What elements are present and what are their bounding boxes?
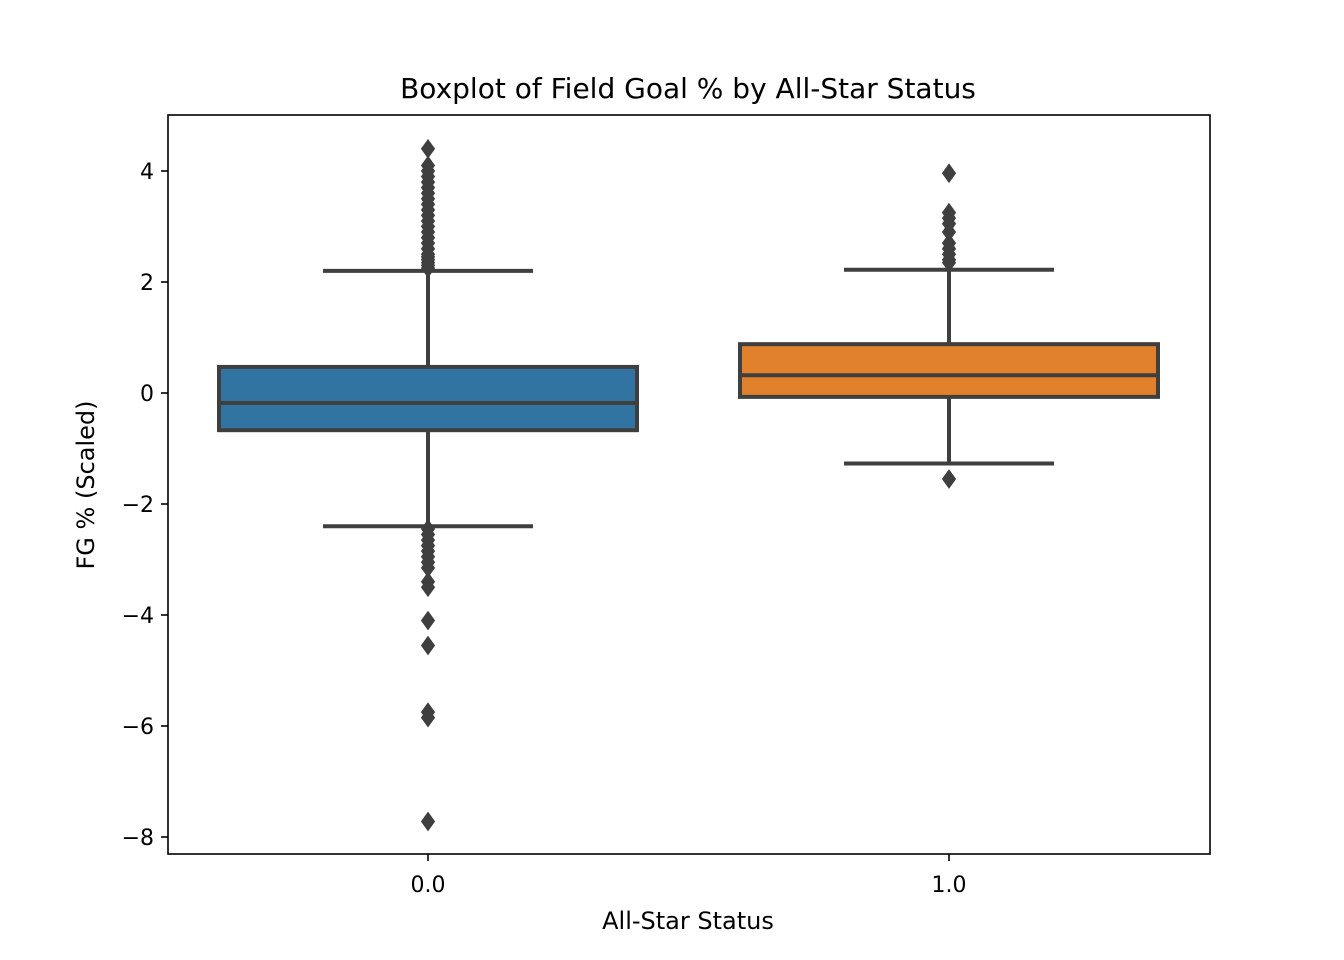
iqr-box [217, 364, 639, 433]
box-group-0 [217, 138, 639, 832]
iqr-box [738, 342, 1160, 399]
y-tick-label: −4 [122, 604, 154, 629]
plot-frame [167, 114, 1211, 855]
y-tick-label: −2 [122, 493, 154, 518]
outlier-point [420, 811, 436, 832]
y-tick-label: 4 [140, 160, 154, 185]
y-tick-label: −8 [122, 826, 154, 851]
outlier-point [420, 610, 436, 631]
outlier-point [941, 252, 957, 273]
y-axis-label: FG % (Scaled) [72, 401, 100, 570]
chart-title: Boxplot of Field Goal % by All-Star Stat… [400, 72, 976, 105]
x-tick-label: 1.0 [932, 873, 967, 898]
outlier-point [420, 707, 436, 728]
y-tick-label: −6 [122, 715, 154, 740]
y-tick-label: 0 [140, 382, 154, 407]
outlier-point [420, 258, 436, 278]
outlier-point [941, 469, 957, 489]
outlier-point [420, 635, 436, 656]
outlier-point [941, 163, 957, 184]
x-axis: 0.0 1.0 [411, 854, 967, 898]
outlier-point [420, 577, 436, 598]
y-tick-label: 2 [140, 271, 154, 296]
box-group-1 [738, 163, 1160, 489]
x-axis-label: All-Star Status [602, 907, 774, 935]
y-axis: 4 2 0 −2 −4 −6 −8 [122, 160, 168, 851]
plot-content [217, 138, 1160, 832]
x-tick-label: 0.0 [411, 873, 446, 898]
